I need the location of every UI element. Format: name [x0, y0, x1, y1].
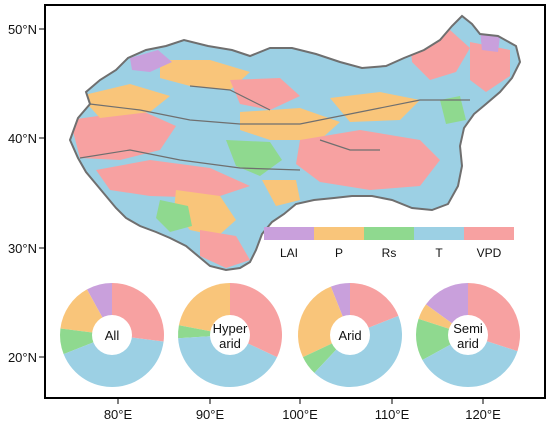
region-patch-lai [130, 50, 172, 72]
pie-semi-arid: Semi arid [416, 283, 520, 388]
legend-label-rs: Rs [382, 246, 397, 260]
province-boundary [189, 85, 271, 111]
region-patch-rs [226, 140, 282, 176]
legend-swatch-vpd [464, 227, 514, 240]
region-patch-vpd [470, 42, 510, 92]
region-patch-vpd [70, 110, 176, 160]
legend-label-t: T [435, 246, 443, 260]
region-patch-vpd [230, 78, 300, 110]
pie-slice-rs [416, 318, 468, 361]
lat-tick-label: 20°N [8, 350, 37, 365]
legend-swatch-rs [364, 227, 414, 240]
lon-tick-label: 90°E [196, 407, 225, 422]
lon-tick-label: 80°E [104, 407, 133, 422]
region-patch-vpd [96, 160, 250, 198]
legend-swatch-p [314, 227, 364, 240]
pie-label-line2: arid [219, 336, 241, 351]
pie-label-line1: Arid [338, 328, 361, 343]
province-boundary [79, 149, 301, 171]
region-patch-vpd [200, 230, 250, 268]
region-patch-p [160, 60, 250, 90]
region-patch-rs [156, 200, 192, 232]
lon-tick-label: 120°E [465, 407, 501, 422]
legend-swatch-lai [264, 227, 314, 240]
lon-axis: 80°E 90°E 100°E 110°E 120°E [104, 398, 501, 422]
legend-label-lai: LAI [280, 246, 298, 260]
pie-all: All [60, 283, 165, 388]
pie-slice-t [422, 335, 518, 388]
legend-label-vpd: VPD [477, 246, 502, 260]
pie-label-line1: Hyper [213, 321, 248, 336]
legend: LAI P Rs T VPD [264, 227, 514, 260]
pie-hole [210, 315, 250, 355]
lon-tick-label: 100°E [282, 407, 318, 422]
pie-slice-t [178, 335, 278, 387]
lat-tick-label: 50°N [8, 22, 37, 37]
pie-hole [448, 315, 488, 355]
region-boundary [68, 14, 522, 272]
lat-tick-label: 40°N [8, 131, 37, 146]
lat-axis: 50°N 40°N 30°N 20°N [8, 22, 45, 365]
pie-label-line2: arid [457, 336, 479, 351]
pie-label-line1: All [105, 328, 120, 343]
legend-label-p: P [335, 246, 343, 260]
lat-tick-label: 30°N [8, 241, 37, 256]
pie-hyper-arid: Hyper arid [178, 283, 282, 387]
lon-tick-label: 110°E [375, 407, 410, 422]
region-patch-p [262, 180, 300, 206]
province-boundary [89, 99, 470, 125]
pie-label-line1: Semi [453, 321, 483, 336]
pie-arid: Arid [298, 283, 403, 388]
region-patch-p [330, 92, 420, 122]
region-patch-rs [440, 96, 466, 124]
pie-hole [92, 315, 132, 355]
province-boundary [319, 139, 380, 151]
region-patch-vpd [296, 130, 440, 190]
legend-swatch-t [414, 227, 464, 240]
pie-hole [330, 315, 370, 355]
pie-slice-t [63, 335, 164, 388]
region-patch-p [80, 84, 170, 118]
